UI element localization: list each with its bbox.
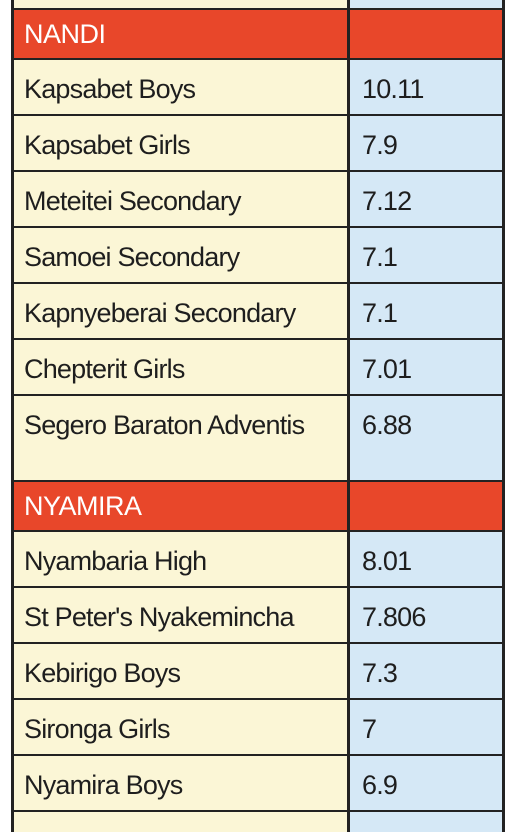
school-name: Segero Baraton Adventis bbox=[24, 410, 305, 440]
results-table: NANDI Kapsabet Boys 10.11 Kapsabet Girls… bbox=[11, 0, 505, 832]
school-name: Kebirigo Boys bbox=[24, 658, 181, 688]
school-score: 7.3 bbox=[362, 658, 398, 688]
school-name: Nyambaria High bbox=[24, 546, 207, 576]
table-row: Kapsabet Girls 7.9 bbox=[14, 116, 502, 172]
school-score: 7.1 bbox=[362, 298, 398, 328]
school-name: Meteitei Secondary bbox=[24, 186, 242, 216]
region-label: NYAMIRA bbox=[24, 491, 142, 521]
school-name: Chepterit Girls bbox=[24, 354, 185, 384]
table-row: Samoei Secondary 7.1 bbox=[14, 228, 502, 284]
school-name: Kapsabet Girls bbox=[24, 130, 191, 160]
school-score: 7.9 bbox=[362, 130, 398, 160]
school-score: 7.1 bbox=[362, 242, 398, 272]
section-header: NANDI bbox=[14, 8, 502, 60]
school-score: 6.9 bbox=[362, 770, 398, 800]
section-header: NYAMIRA bbox=[14, 480, 502, 532]
table-row: Sironga Girls 7 bbox=[14, 700, 502, 756]
table-row: Kapsabet Boys 10.11 bbox=[14, 60, 502, 116]
table-row: Segero Baraton Adventis 6.88 bbox=[14, 396, 502, 452]
school-score: 7.01 bbox=[362, 354, 412, 384]
table-row: Kebirigo Boys 7.3 bbox=[14, 644, 502, 700]
school-name: St Peter's Nyakemincha bbox=[24, 602, 294, 632]
section-nyamira: NYAMIRA Nyambaria High 8.01 St Peter's N… bbox=[14, 480, 502, 812]
table-row: Nyamira Boys 6.9 bbox=[14, 756, 502, 812]
school-name: Sironga Girls bbox=[24, 714, 170, 744]
school-name: Kapnyeberai Secondary bbox=[24, 298, 296, 328]
school-name: Kapsabet Boys bbox=[24, 74, 196, 104]
header-divider bbox=[347, 10, 350, 58]
column-divider bbox=[347, 0, 350, 832]
school-name: Samoei Secondary bbox=[24, 242, 240, 272]
table-row: St Peter's Nyakemincha 7.806 bbox=[14, 588, 502, 644]
table-row: Nyambaria High 8.01 bbox=[14, 532, 502, 588]
school-score: 10.11 bbox=[362, 74, 424, 104]
table-row: Chepterit Girls 7.01 bbox=[14, 340, 502, 396]
header-divider bbox=[347, 482, 350, 530]
table-row: Kapnyeberai Secondary 7.1 bbox=[14, 284, 502, 340]
school-name: Nyamira Boys bbox=[24, 770, 183, 800]
school-score: 7 bbox=[362, 714, 377, 744]
region-label: NANDI bbox=[24, 19, 106, 49]
school-score: 7.12 bbox=[362, 186, 412, 216]
school-score: 6.88 bbox=[362, 410, 412, 440]
school-score: 8.01 bbox=[362, 546, 412, 576]
table-row: Meteitei Secondary 7.12 bbox=[14, 172, 502, 228]
score-column-background bbox=[350, 0, 502, 832]
section-nandi: NANDI Kapsabet Boys 10.11 Kapsabet Girls… bbox=[14, 8, 502, 452]
school-score: 7.806 bbox=[362, 602, 426, 632]
